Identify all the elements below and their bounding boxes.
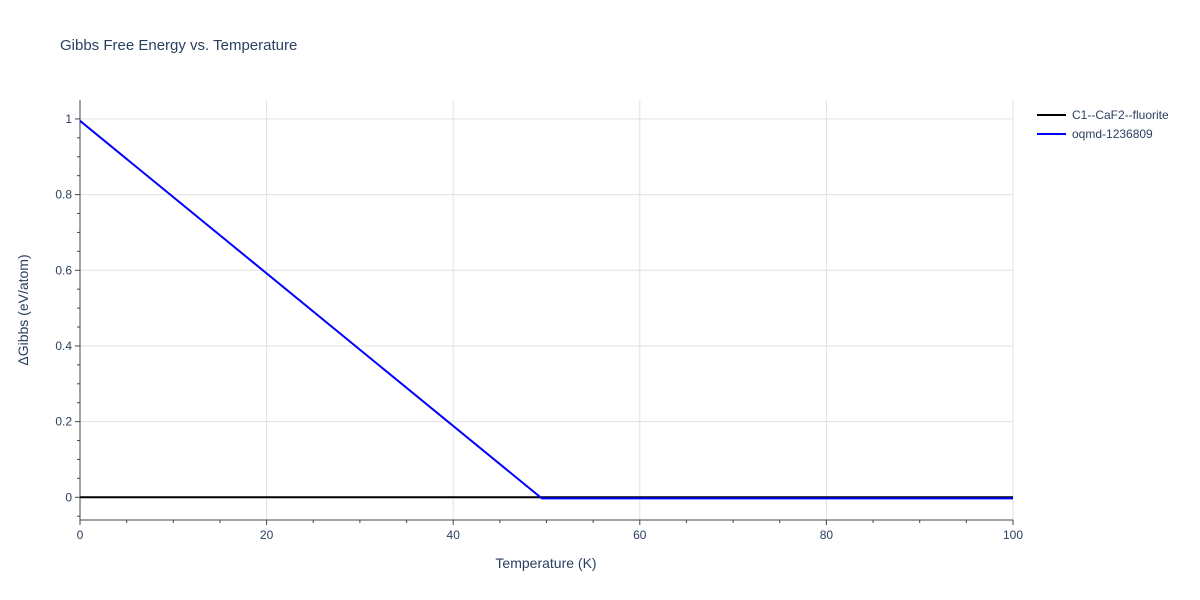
axes xyxy=(75,100,1014,525)
y-tick-label: 0.8 xyxy=(55,188,72,202)
legend-label: C1--CaF2--fluorite xyxy=(1072,108,1169,122)
y-tick-label: 0 xyxy=(65,490,72,504)
y-tick-label: 0.2 xyxy=(55,415,72,429)
series-lines xyxy=(79,120,1013,500)
y-tick-label: 1 xyxy=(65,112,72,126)
y-tick-label: 0.4 xyxy=(55,339,72,353)
x-tick-label: 100 xyxy=(1003,528,1023,542)
x-tick-label: 80 xyxy=(820,528,834,542)
x-axis-title: Temperature (K) xyxy=(495,555,596,571)
y-axis-title: ΔGibbs (eV/atom) xyxy=(15,254,31,365)
legend-label: oqmd-1236809 xyxy=(1072,127,1153,141)
x-tick-label: 40 xyxy=(447,528,461,542)
series-line-2 xyxy=(79,120,1013,500)
legend[interactable]: C1--CaF2--fluorite oqmd-1236809 xyxy=(1037,108,1169,141)
legend-item[interactable]: oqmd-1236809 xyxy=(1037,127,1153,141)
x-tick-label: 20 xyxy=(260,528,274,542)
grid xyxy=(80,100,1014,520)
chart-title: Gibbs Free Energy vs. Temperature xyxy=(60,37,297,54)
tick-labels: 0 20 40 60 80 100 0 0.2 0.4 0.6 0.8 1 xyxy=(55,112,1023,542)
y-tick-label: 0.6 xyxy=(55,263,72,277)
x-tick-label: 60 xyxy=(633,528,647,542)
legend-item[interactable]: C1--CaF2--fluorite xyxy=(1037,108,1169,122)
x-tick-label: 0 xyxy=(77,528,84,542)
